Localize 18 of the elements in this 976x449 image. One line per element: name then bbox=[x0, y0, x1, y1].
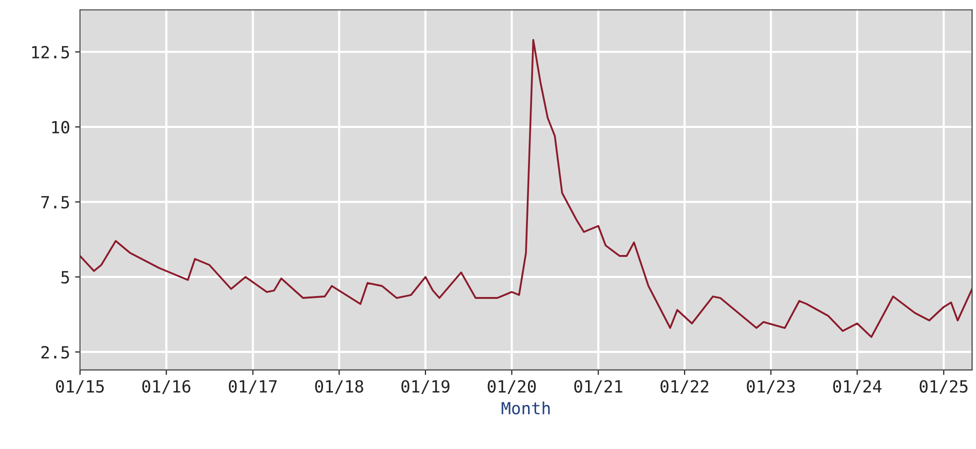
x-tick-label: 01/25 bbox=[920, 380, 968, 394]
x-tick-label: 01/21 bbox=[574, 380, 622, 394]
y-tick-label: 5 bbox=[61, 271, 69, 284]
line-series bbox=[80, 38, 972, 338]
y-tick-label: 10 bbox=[52, 120, 70, 134]
x-tick-label: 01/16 bbox=[142, 380, 190, 394]
y-tick-label: 7.5 bbox=[41, 196, 69, 209]
x-tick-label: 01/17 bbox=[228, 380, 277, 394]
x-tick-label: 01/23 bbox=[746, 380, 795, 394]
x-tick-label: 01/24 bbox=[833, 380, 882, 394]
x-tick-label: 01/15 bbox=[56, 380, 104, 394]
x-axis-title: Month bbox=[502, 402, 550, 414]
x-tick-label: 01/19 bbox=[401, 380, 450, 394]
y-tick-label: 12.5 bbox=[32, 46, 69, 59]
x-tick-label: 01/22 bbox=[660, 380, 708, 394]
y-tick-label: 2.5 bbox=[41, 346, 69, 359]
x-tick-label: 01/20 bbox=[488, 380, 536, 394]
x-tick-label: 01/18 bbox=[315, 380, 364, 394]
